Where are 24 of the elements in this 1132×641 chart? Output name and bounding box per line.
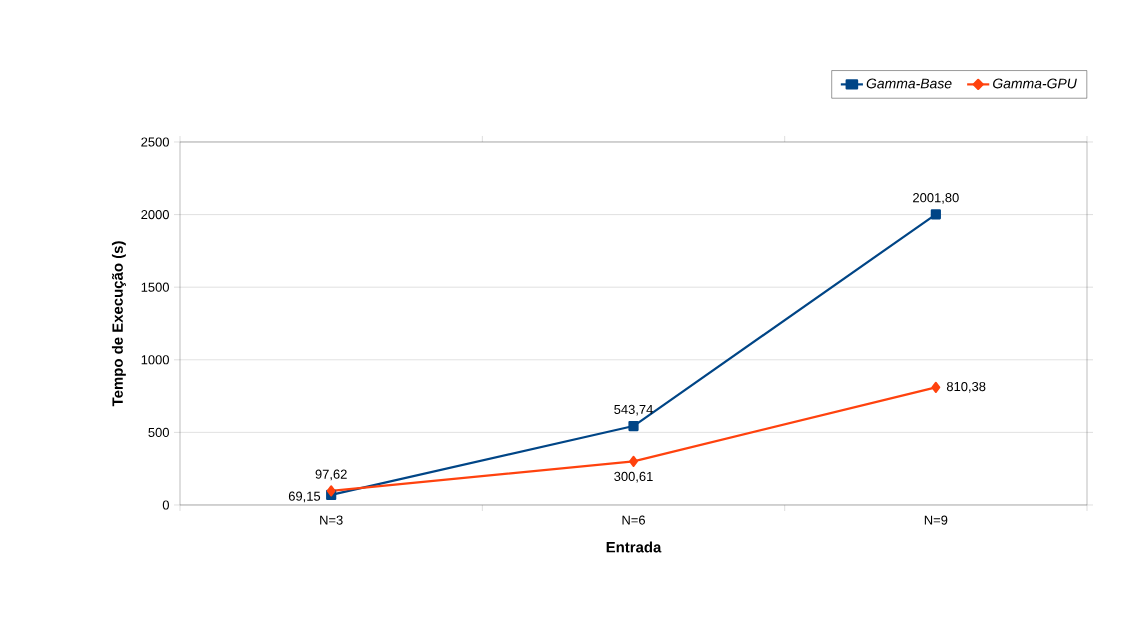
y-tick-label: 500: [148, 427, 169, 437]
data-label: 300,61: [614, 471, 653, 483]
y-tick-label: 2500: [141, 137, 169, 147]
x-tick-label: N=6: [622, 515, 646, 525]
legend-label: Gamma-GPU: [993, 78, 1077, 89]
x-axis-title: Entrada: [606, 541, 662, 553]
data-label: 69,15: [288, 491, 321, 503]
y-tick-label: 0: [162, 500, 169, 510]
y-axis-title: Tempo de Execução (s): [111, 241, 126, 407]
point: [629, 455, 638, 467]
data-label: 97,62: [315, 469, 347, 481]
x-tick-label: N=9: [924, 515, 948, 525]
data-label: 543,74: [614, 404, 653, 416]
point: [931, 381, 941, 393]
point: [628, 420, 639, 432]
x-tick-label: N=3: [320, 515, 343, 525]
point: [326, 485, 336, 497]
y-tick-label: 1000: [141, 355, 169, 365]
data-label: 2001,80: [913, 193, 959, 204]
y-tick-label: 2000: [141, 209, 169, 220]
legend-label: Gamma-Base: [866, 78, 952, 89]
point: [930, 209, 941, 220]
data-label: 810,38: [946, 381, 986, 393]
y-tick-label: 1500: [141, 282, 169, 292]
